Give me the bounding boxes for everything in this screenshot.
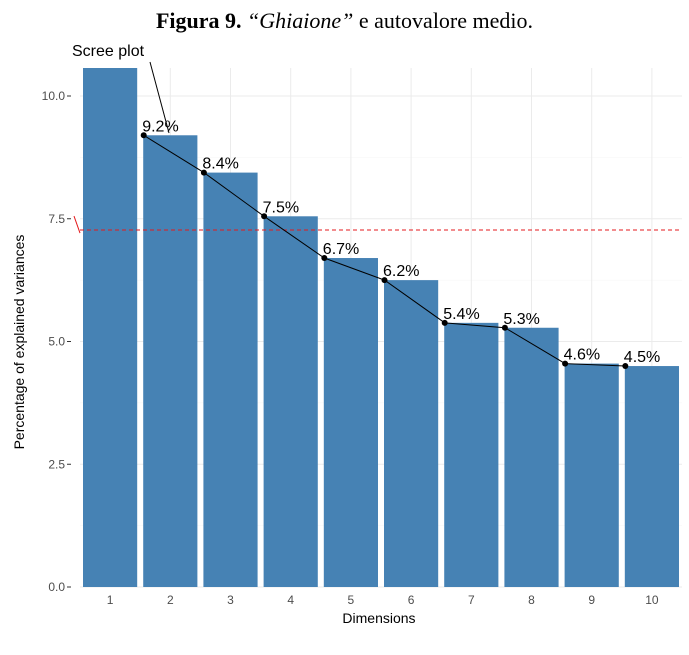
scree-point bbox=[381, 277, 388, 284]
y-axis: 0.0 2.5 5.0 7.5 10.0 bbox=[42, 89, 71, 594]
plot-title: Scree plot bbox=[72, 43, 145, 60]
data-label: 6.7% bbox=[323, 241, 359, 258]
bar bbox=[263, 216, 318, 588]
x-tick-label: 10 bbox=[645, 593, 659, 607]
data-label: 8.4% bbox=[202, 156, 238, 173]
figure-caption: Figura 9. “Ghiaione” e autovalore medio. bbox=[0, 8, 689, 34]
y-tick-label: 2.5 bbox=[48, 457, 65, 471]
bar bbox=[504, 327, 559, 587]
mean-eigenvalue-line bbox=[73, 215, 682, 234]
scree-point bbox=[321, 255, 328, 262]
x-axis: 1 2 3 4 5 6 7 8 9 10 bbox=[107, 593, 659, 607]
y-tick-label: 5.0 bbox=[48, 335, 65, 349]
x-tick-label: 6 bbox=[408, 593, 415, 607]
data-label: 4.6% bbox=[564, 347, 600, 364]
bar bbox=[624, 366, 679, 587]
y-tick-label: 7.5 bbox=[48, 212, 65, 226]
data-label: 7.5% bbox=[263, 199, 299, 216]
data-label: 5.4% bbox=[443, 306, 479, 323]
scree-point bbox=[261, 213, 268, 220]
bar bbox=[143, 135, 198, 587]
scree-point bbox=[140, 132, 147, 139]
bar bbox=[384, 280, 439, 587]
x-tick-label: 8 bbox=[528, 593, 535, 607]
data-label: 9.2% bbox=[142, 118, 178, 135]
bar bbox=[323, 258, 378, 587]
y-tick-label: 0.0 bbox=[48, 580, 65, 594]
scree-point bbox=[501, 324, 508, 331]
plot-title-leader bbox=[149, 61, 170, 134]
data-label: 5.3% bbox=[503, 311, 539, 328]
x-tick-label: 5 bbox=[348, 593, 355, 607]
x-tick-label: 9 bbox=[588, 593, 595, 607]
caption-label: Figura 9. bbox=[155, 8, 242, 33]
x-tick-label: 7 bbox=[468, 593, 475, 607]
scree-point bbox=[622, 363, 629, 370]
bar bbox=[444, 322, 499, 587]
x-tick-label: 4 bbox=[287, 593, 294, 607]
bar bbox=[83, 68, 138, 587]
bar bbox=[203, 172, 258, 587]
data-label: 4.5% bbox=[624, 349, 660, 366]
scree-point bbox=[200, 169, 207, 176]
reference-line-marker bbox=[73, 215, 81, 234]
bar bbox=[564, 363, 619, 587]
data-labels: 9.2% 8.4% 7.5% 6.7% 6.2% 5.4% 5.3% 4.6% 4.5% bbox=[142, 118, 660, 366]
x-tick-label: 2 bbox=[167, 593, 174, 607]
x-axis-title: Dimensions bbox=[342, 610, 415, 626]
caption-text: e autovalore medio. bbox=[358, 8, 534, 33]
scree-point bbox=[441, 319, 448, 326]
scree-point bbox=[562, 360, 569, 367]
caption-name: “Ghiaione” bbox=[247, 8, 354, 33]
scree-line bbox=[140, 132, 629, 370]
y-axis-title: Percentage of explained variances bbox=[11, 235, 27, 450]
data-label: 6.2% bbox=[383, 263, 419, 280]
x-tick-label: 1 bbox=[107, 593, 114, 607]
bars bbox=[83, 68, 679, 588]
x-tick-label: 3 bbox=[227, 593, 234, 607]
y-tick-label: 10.0 bbox=[42, 89, 66, 103]
